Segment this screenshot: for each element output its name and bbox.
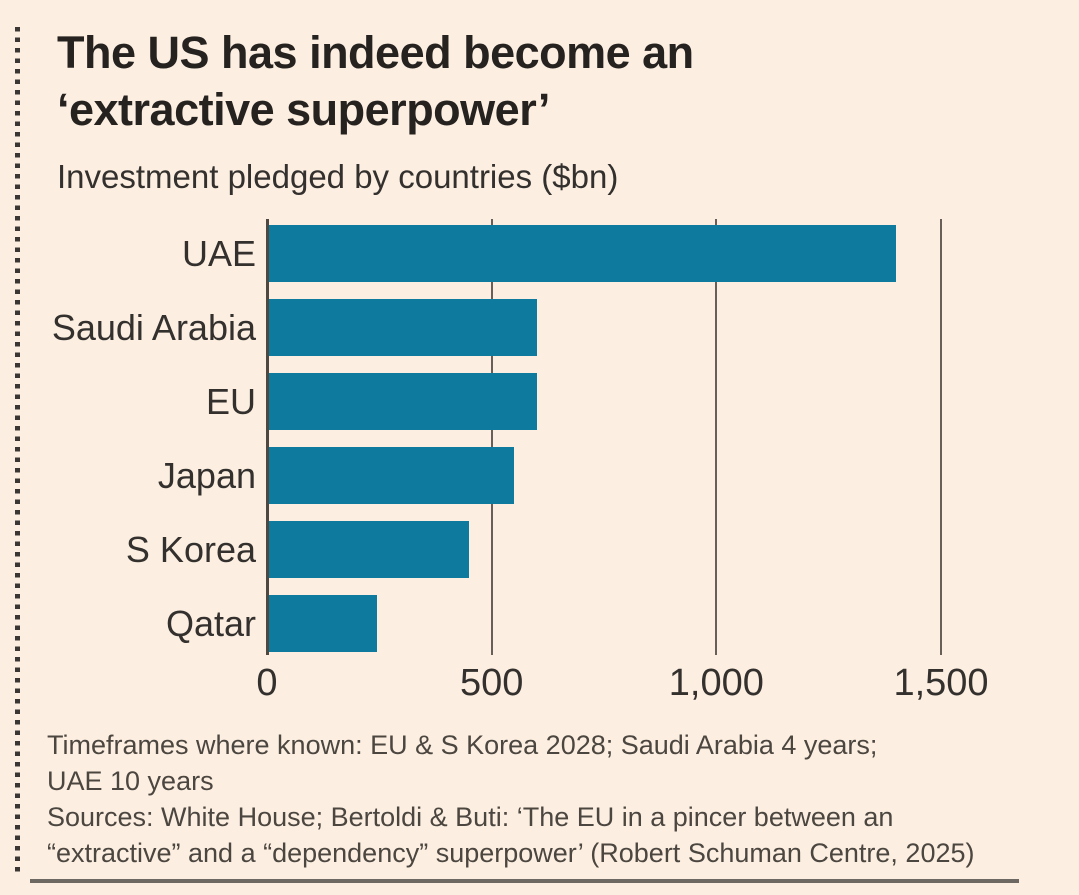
chart-bar-qatar [267,595,378,652]
x-tick-label-1500: 1,500 [893,662,989,704]
sources-note-line-1: Sources: White House; Bertoldi & Buti: ‘… [47,802,894,832]
page-title-line-1: The US has indeed become an [57,27,694,78]
x-tick-label-0: 0 [256,662,278,704]
x-tick-label-500: 500 [459,662,524,704]
page-title-line-2: ‘extractive superpower’ [57,84,550,135]
chart-bar-s-korea [267,521,470,578]
bar-label-eu: EU [205,380,256,422]
gridline-500 [490,220,493,655]
bar-label-s-korea: S Korea [125,528,256,570]
chart-subtitle: Investment pledged by countries ($bn) [57,158,619,195]
tick-mark-1000 [715,219,718,229]
sources-note-line-2: “extractive” and a “dependency” superpow… [47,838,975,868]
chart-bar-uae [267,225,897,282]
gridline-1000 [715,220,718,655]
y-axis-line [266,219,269,655]
bar-label-saudi-arabia: Saudi Arabia [51,306,256,348]
left-dotted-rule [15,27,20,875]
bottom-rule [30,879,1019,883]
tick-mark-1500 [940,219,942,229]
tick-mark-500 [490,219,493,229]
bar-label-japan: Japan [157,454,256,496]
x-tick-label-1000: 1,000 [668,662,764,704]
gridline-1500 [940,220,942,655]
chart-bar-japan [267,447,515,504]
chart-bar-saudi-arabia [267,299,537,356]
bar-label-uae: UAE [181,232,256,274]
bar-label-qatar: Qatar [165,602,256,644]
chart-bar-eu [267,373,537,430]
timeframes-note-line-1: Timeframes where known: EU & S Korea 202… [47,730,878,760]
page-title: The US has indeed become an ‘extractive … [57,24,694,138]
timeframes-note-line-2: UAE 10 years [47,766,214,796]
footnotes: Timeframes where known: EU & S Korea 202… [47,727,974,871]
